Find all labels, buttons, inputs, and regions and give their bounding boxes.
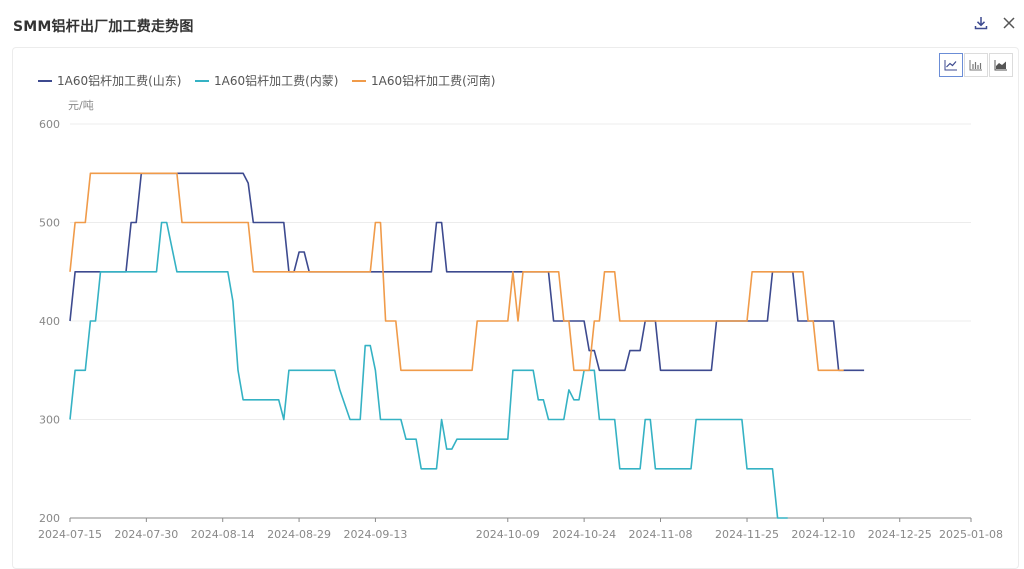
legend-item-1[interactable]: 1A60铝杆加工费(山东)	[38, 73, 181, 88]
x-axis-ticks: 2024-07-15 2024-07-30 2024-08-14 2024-08-29…	[38, 518, 1003, 541]
x-tick-label: 2024-09-13	[343, 528, 407, 541]
legend-label: 1A60铝杆加工费(内蒙)	[214, 73, 338, 88]
legend: 1A60铝杆加工费(山东) 1A60铝杆加工费(内蒙) 1A60铝杆加工费(河南)	[38, 73, 495, 88]
x-tick-label: 2024-08-14	[191, 528, 255, 541]
x-tick-label: 2024-12-10	[791, 528, 855, 541]
y-axis-unit-label: 元/吨	[68, 99, 94, 112]
legend-label: 1A60铝杆加工费(河南)	[371, 73, 495, 88]
download-icon[interactable]	[970, 12, 992, 34]
y-tick-label: 400	[39, 315, 60, 328]
x-tick-label: 2024-10-24	[552, 528, 616, 541]
chart-title: SMM铝杆出厂加工费走势图	[13, 19, 194, 35]
series-line-2[interactable]	[69, 221, 788, 519]
close-icon[interactable]	[998, 12, 1020, 34]
x-tick-label: 2024-07-15	[38, 528, 102, 541]
legend-item-2[interactable]: 1A60铝杆加工费(内蒙)	[195, 73, 338, 88]
y-tick-label: 500	[39, 217, 60, 230]
area-chart-icon[interactable]	[989, 53, 1013, 77]
x-tick-label: 2024-11-08	[629, 528, 693, 541]
x-tick-label: 2024-08-29	[267, 528, 331, 541]
dialog-header: SMM铝杆出厂加工费走势图	[0, 0, 1024, 48]
chart-type-switcher	[938, 53, 1013, 77]
x-tick-label: 2025-01-08	[939, 528, 1003, 541]
y-tick-label: 300	[39, 414, 60, 427]
x-tick-label: 2024-12-25	[868, 528, 932, 541]
chart-panel	[12, 47, 1019, 569]
x-tick-label: 2024-07-30	[114, 528, 178, 541]
series-lines	[69, 172, 865, 519]
series-line-3[interactable]	[69, 172, 844, 372]
x-tick-label: 2024-10-09	[476, 528, 540, 541]
series-line-1[interactable]	[69, 172, 865, 372]
legend-label: 1A60铝杆加工费(山东)	[57, 73, 181, 88]
y-tick-label: 200	[39, 512, 60, 525]
y-tick-label: 600	[39, 118, 60, 131]
y-axis-ticks: 200 300 400 500 600	[39, 118, 60, 525]
gridlines	[70, 123, 971, 519]
line-chart-icon[interactable]	[939, 53, 963, 77]
x-tick-label: 2024-11-25	[715, 528, 779, 541]
legend-item-3[interactable]: 1A60铝杆加工费(河南)	[352, 73, 495, 88]
bar-chart-icon[interactable]	[964, 53, 988, 77]
